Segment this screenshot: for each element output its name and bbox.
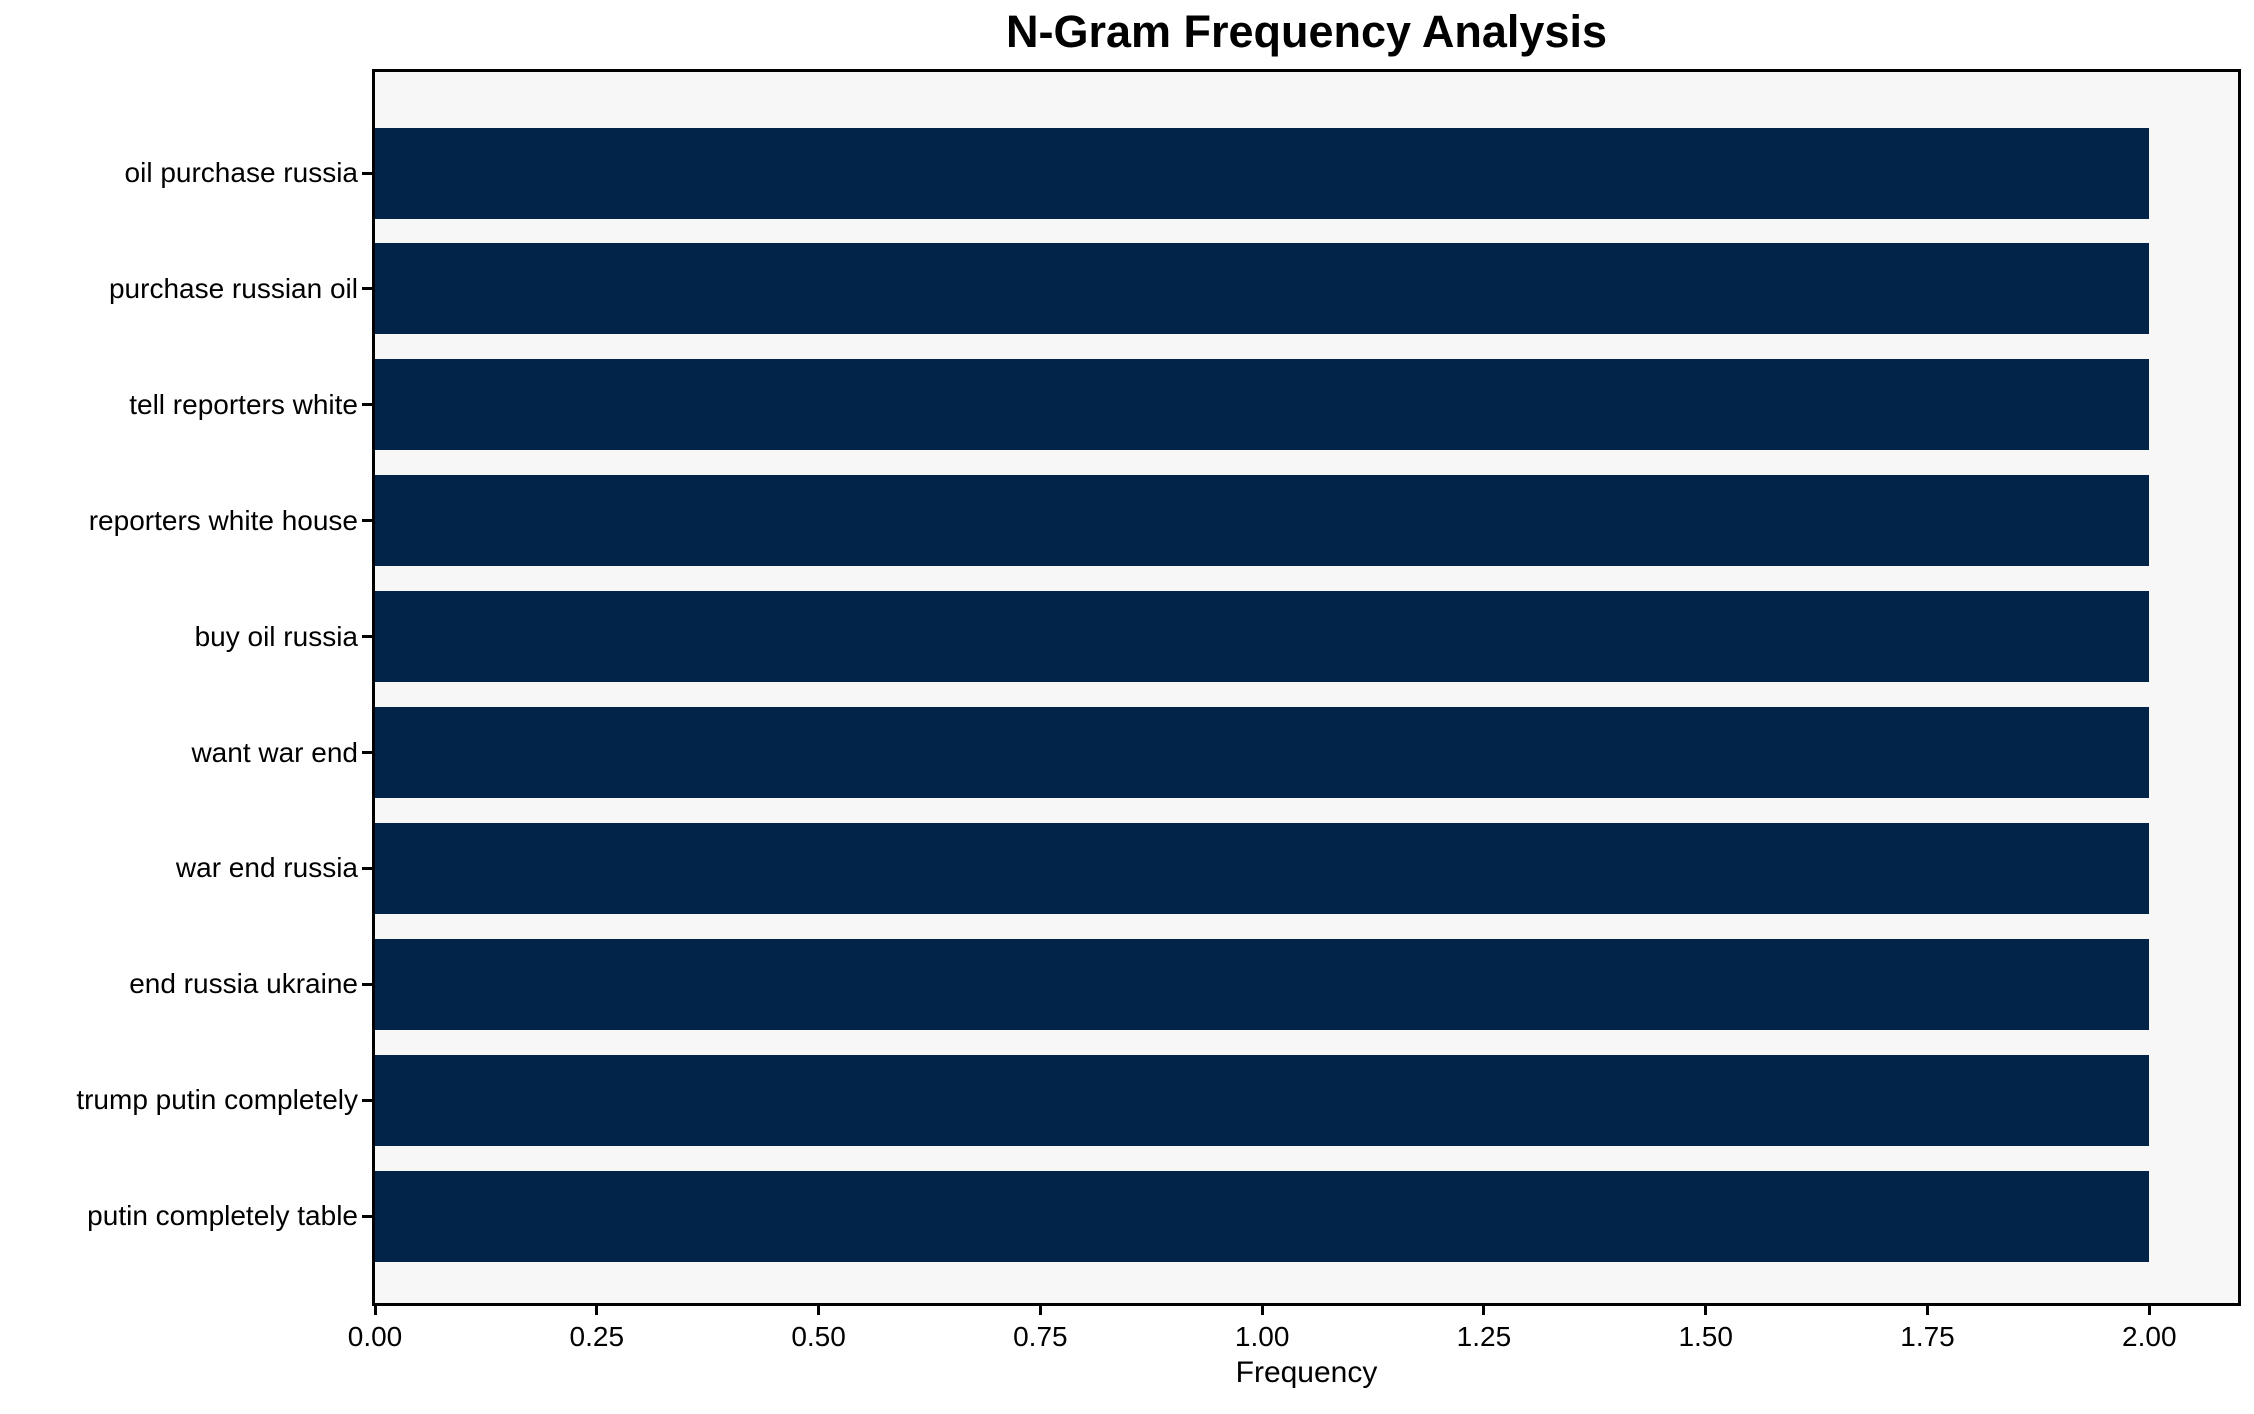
y-tick-label: putin completely table [87,1200,358,1232]
y-tick-mark [362,287,372,291]
x-tick-label: 1.75 [1900,1321,1955,1352]
y-tick-mark [362,982,372,986]
bar [375,822,2150,914]
y-tick-mark [362,1098,372,1102]
plot-area [362,69,2241,1315]
y-tick-label: reporters white house [88,504,358,536]
x-axis-label: Frequency [1235,1356,1378,1389]
x-tick-label: 1.50 [1678,1321,1733,1352]
y-tick-label: end russia ukraine [129,968,358,1000]
y-tick-label: oil purchase russia [124,157,358,188]
bar [375,1054,2150,1146]
bar [375,127,2150,219]
y-tick-mark [362,519,372,523]
y-tick-label: tell reporters white [129,388,358,420]
bar [375,707,2150,798]
y-tick-label: purchase russian oil [108,272,358,304]
x-tick-label: 1.00 [1234,1321,1290,1352]
bar [375,243,2150,335]
x-tick-label: 0.50 [791,1321,846,1352]
x-tick-label: 0.75 [1013,1321,1068,1352]
x-tick-mark [1926,1306,1929,1315]
y-tick-mark [362,403,372,407]
x-tick-mark [373,1306,377,1315]
y-tick-mark [362,635,372,639]
bar [375,475,2150,567]
y-tick-label: war end russia [175,852,358,884]
x-tick-mark [1482,1306,1486,1315]
x-tick-mark [595,1306,599,1315]
x-tick-mark [817,1306,821,1315]
y-tick-mark [362,866,372,870]
x-tick-mark [1038,1306,1042,1315]
x-tick-label: 2.00 [2122,1321,2177,1352]
bar [375,591,2150,683]
y-tick-mark [362,751,372,754]
chart-title: N-Gram Frequency Analysis [1005,6,1608,57]
y-tick-mark [362,171,372,175]
y-tick-mark [362,1214,372,1218]
x-tick-mark [2147,1306,2151,1315]
x-tick-mark [1704,1306,1708,1315]
y-tick-label: buy oil russia [194,620,358,652]
x-tick-label: 0.00 [347,1321,403,1352]
x-tick-label: 0.25 [569,1321,625,1352]
y-tick-label: want war end [191,736,358,768]
x-tick-mark [1260,1306,1264,1315]
bar [375,359,2150,451]
y-tick-label: trump putin completely [76,1084,358,1116]
bar [375,938,2150,1030]
x-tick-label: 1.25 [1456,1321,1512,1352]
bar [375,1170,2150,1262]
